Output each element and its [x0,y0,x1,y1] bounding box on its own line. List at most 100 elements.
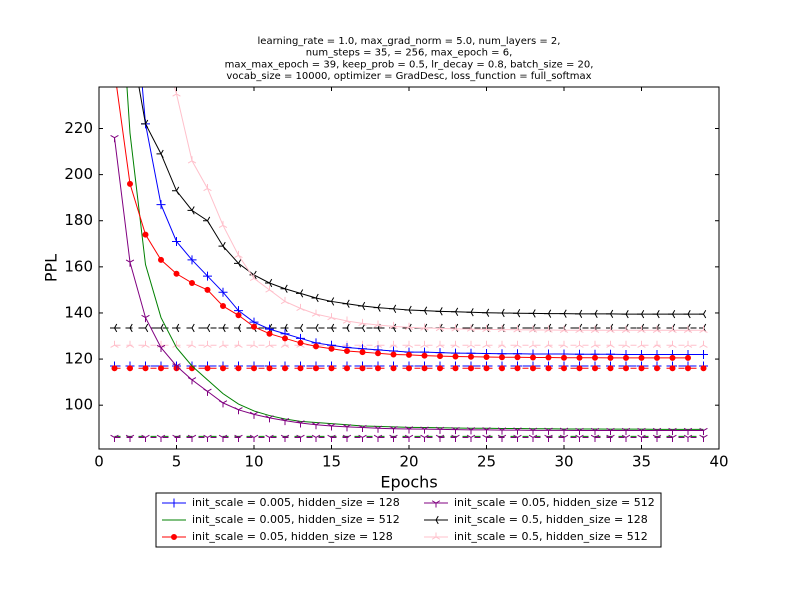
marker [203,340,212,348]
marker [497,340,507,348]
marker [621,309,629,319]
marker [497,427,507,435]
marker [265,285,274,293]
marker [328,345,335,352]
marker [637,309,645,319]
marker [559,434,569,442]
marker [451,324,460,332]
marker [482,340,491,348]
marker [637,427,646,436]
legend-label: init_scale = 0.005, hidden_size = 128 [192,496,400,509]
marker [699,434,708,442]
marker [389,340,398,348]
marker [435,307,443,316]
marker [265,340,274,348]
marker [249,273,259,282]
marker [621,434,631,442]
marker [297,365,304,372]
marker [142,231,149,238]
marker [234,323,242,333]
marker [513,340,522,348]
marker [203,216,211,225]
marker [637,340,646,348]
marker [685,354,691,361]
marker [297,339,304,346]
marker [110,434,119,442]
marker [280,417,290,426]
marker [421,352,428,359]
marker [251,323,257,330]
marker [621,325,631,333]
marker [327,423,336,431]
marker [249,340,259,348]
marker [435,323,445,332]
marker [125,323,133,333]
marker [513,325,522,333]
marker [311,293,319,303]
y-tick-label: 140 [64,303,93,321]
legend-label: init_scale = 0.05, hidden_size = 128 [192,530,393,543]
x-tick-label: 30 [554,453,573,471]
marker [437,365,443,372]
marker [404,305,412,315]
marker [111,365,118,372]
marker [158,365,164,372]
marker [359,349,366,356]
marker [125,434,135,442]
marker [373,303,381,312]
marker [389,304,397,313]
y-tick-label: 100 [64,396,93,414]
marker [654,365,660,372]
marker [592,365,598,372]
marker [141,323,149,333]
marker [482,324,491,333]
marker [280,284,288,293]
y-tick-label: 200 [64,165,93,183]
marker [590,309,598,319]
marker [187,156,197,164]
marker [280,434,290,442]
x-tick-label: 15 [322,453,341,471]
marker [559,340,569,348]
marker [590,427,600,436]
marker [544,325,553,333]
legend-box [155,492,662,548]
marker [156,200,166,210]
marker [575,340,584,348]
marker [235,365,242,372]
legend-label: init_scale = 0.5, hidden_size = 128 [454,513,648,526]
marker [699,349,708,359]
marker [156,434,166,442]
chart-title: max_max_epoch = 39, keep_prob = 0.5, lr_… [225,59,594,70]
marker [669,365,676,372]
marker [234,407,243,415]
marker [156,344,166,353]
marker [141,340,150,348]
marker [313,365,319,372]
marker [483,354,490,361]
marker [127,180,133,187]
marker [683,434,693,442]
marker [654,354,660,361]
marker [311,309,321,317]
marker [499,354,505,361]
marker [652,427,662,436]
marker [466,434,476,442]
x-axis-label: Epochs [380,473,437,492]
marker [327,434,336,442]
marker [234,340,243,348]
marker [342,299,350,308]
marker [497,325,507,333]
marker [187,340,197,348]
marker [172,434,181,442]
chart-title: num_steps = 35, = 256, max_epoch = 6, [306,48,513,59]
marker [514,354,521,361]
marker [173,270,180,277]
marker [251,365,257,372]
marker [606,427,615,436]
marker [561,354,567,361]
marker [420,323,429,331]
marker [683,340,693,348]
marker [421,365,428,372]
marker [528,325,538,333]
